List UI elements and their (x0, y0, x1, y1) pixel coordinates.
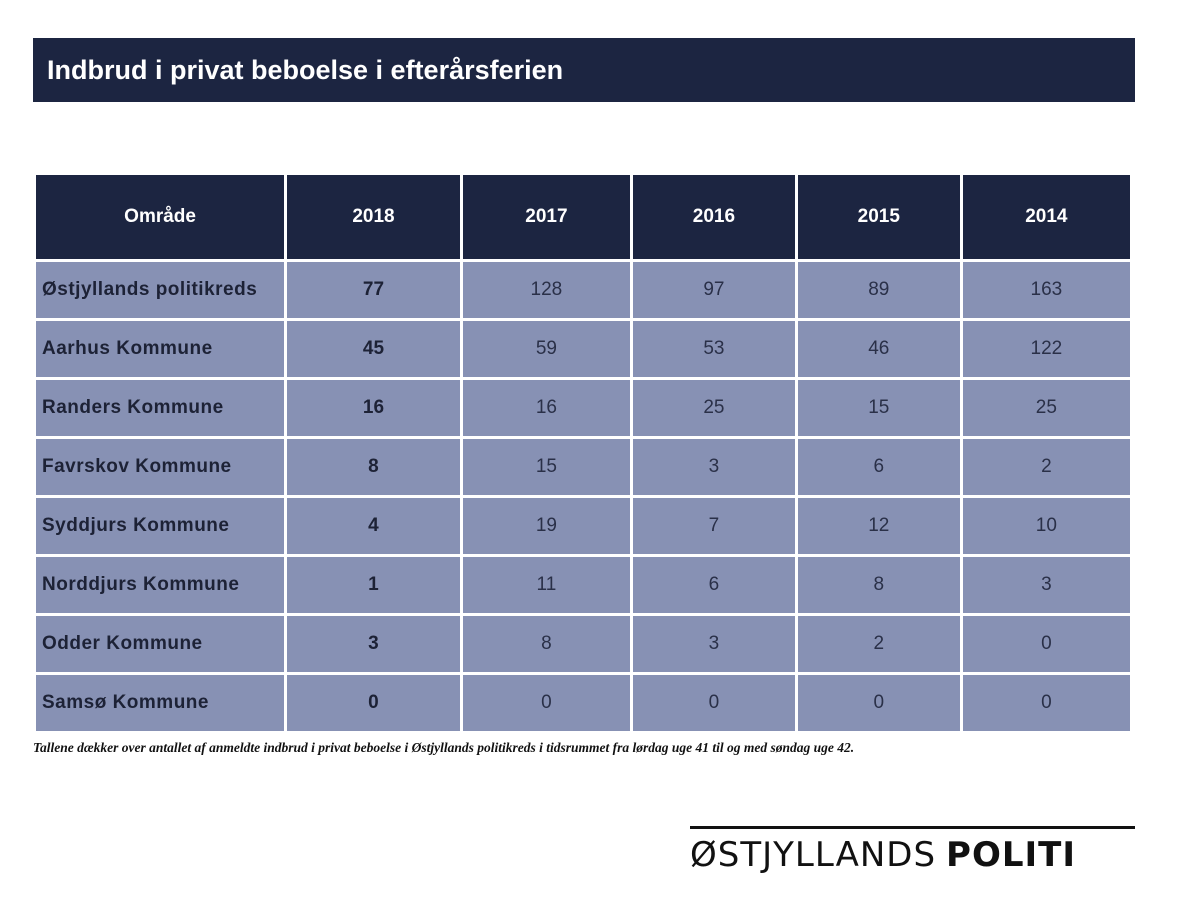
cell-value: 0 (462, 675, 631, 731)
cell-value: 4 (287, 498, 460, 554)
cell-value: 12 (797, 498, 960, 554)
footnote: Tallene dækker over antallet af anmeldte… (33, 740, 855, 755)
cell-value: 8 (287, 439, 460, 495)
cell-value: 25 (962, 380, 1130, 436)
cell-value: 89 (797, 262, 960, 318)
row-area-label: Odder Kommune (36, 616, 285, 672)
cell-value: 19 (462, 498, 631, 554)
cell-value: 45 (287, 321, 460, 377)
table-row: Norddjurs Kommune 1 11 6 8 3 (36, 557, 1130, 613)
cell-value: 11 (462, 557, 631, 613)
cell-value: 0 (962, 616, 1130, 672)
logo-text-politi: POLITI (946, 835, 1077, 875)
column-header-2016: 2016 (633, 175, 795, 259)
cell-value: 6 (797, 439, 960, 495)
cell-value: 16 (287, 380, 460, 436)
row-area-label: Randers Kommune (36, 380, 285, 436)
cell-value: 8 (797, 557, 960, 613)
logo-wordmark: ØSTJYLLANDS POLITI (690, 835, 1135, 875)
row-area-label: Syddjurs Kommune (36, 498, 285, 554)
statistics-table: Område 2018 2017 2016 2015 2014 Østjylla… (33, 172, 1133, 734)
police-logo: ØSTJYLLANDS POLITI (690, 826, 1135, 875)
cell-value: 0 (287, 675, 460, 731)
table-row: Østjyllands politikreds 77 128 97 89 163 (36, 262, 1130, 318)
cell-value: 77 (287, 262, 460, 318)
table-row: Odder Kommune 3 8 3 2 0 (36, 616, 1130, 672)
logo-text-region: ØSTJYLLANDS (690, 835, 937, 875)
cell-value: 2 (962, 439, 1130, 495)
cell-value: 163 (962, 262, 1130, 318)
cell-value: 97 (633, 262, 795, 318)
cell-value: 3 (962, 557, 1130, 613)
column-header-2017: 2017 (462, 175, 631, 259)
logo-rule (690, 826, 1135, 829)
cell-value: 128 (462, 262, 631, 318)
cell-value: 8 (462, 616, 631, 672)
row-area-label: Østjyllands politikreds (36, 262, 285, 318)
cell-value: 16 (462, 380, 631, 436)
page-title: Indbrud i privat beboelse i efterårsferi… (33, 38, 1135, 102)
cell-value: 15 (797, 380, 960, 436)
cell-value: 0 (962, 675, 1130, 731)
column-header-area: Område (36, 175, 285, 259)
table-row: Samsø Kommune 0 0 0 0 0 (36, 675, 1130, 731)
cell-value: 25 (633, 380, 795, 436)
table-header-row: Område 2018 2017 2016 2015 2014 (36, 175, 1130, 259)
cell-value: 3 (633, 439, 795, 495)
table-row: Favrskov Kommune 8 15 3 6 2 (36, 439, 1130, 495)
table-row: Syddjurs Kommune 4 19 7 12 10 (36, 498, 1130, 554)
cell-value: 6 (633, 557, 795, 613)
cell-value: 59 (462, 321, 631, 377)
table-row: Randers Kommune 16 16 25 15 25 (36, 380, 1130, 436)
statistics-table-container: Område 2018 2017 2016 2015 2014 Østjylla… (33, 172, 1133, 734)
cell-value: 10 (962, 498, 1130, 554)
cell-value: 1 (287, 557, 460, 613)
column-header-2014: 2014 (962, 175, 1130, 259)
cell-value: 15 (462, 439, 631, 495)
cell-value: 0 (633, 675, 795, 731)
row-area-label: Norddjurs Kommune (36, 557, 285, 613)
cell-value: 3 (633, 616, 795, 672)
cell-value: 3 (287, 616, 460, 672)
column-header-2018: 2018 (287, 175, 460, 259)
column-header-2015: 2015 (797, 175, 960, 259)
cell-value: 0 (797, 675, 960, 731)
row-area-label: Samsø Kommune (36, 675, 285, 731)
row-area-label: Aarhus Kommune (36, 321, 285, 377)
cell-value: 53 (633, 321, 795, 377)
row-area-label: Favrskov Kommune (36, 439, 285, 495)
cell-value: 46 (797, 321, 960, 377)
cell-value: 7 (633, 498, 795, 554)
cell-value: 2 (797, 616, 960, 672)
cell-value: 122 (962, 321, 1130, 377)
table-row: Aarhus Kommune 45 59 53 46 122 (36, 321, 1130, 377)
